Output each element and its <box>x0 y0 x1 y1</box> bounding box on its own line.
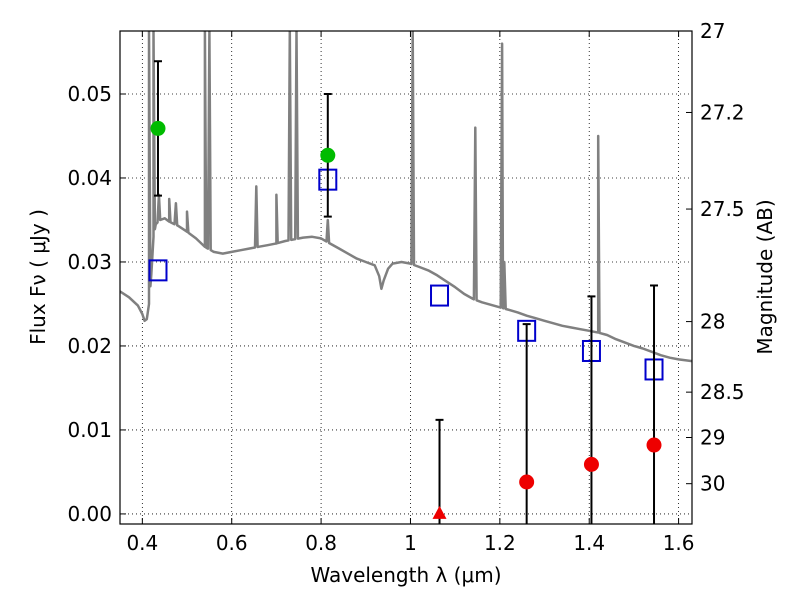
y-tick-label: 0.03 <box>67 250 112 274</box>
right-tick-label: 30 <box>700 472 725 496</box>
x-tick-label: 0.8 <box>305 531 337 555</box>
x-axis-title: Wavelength λ (μm) <box>310 563 501 587</box>
model-photometry-point <box>148 259 168 282</box>
right-tick-label: 29 <box>700 425 725 449</box>
right-tick-label: 27.5 <box>700 197 745 221</box>
axes-frame <box>119 30 693 525</box>
detection-point <box>320 147 336 163</box>
x-tick-label: 0.4 <box>126 531 158 555</box>
grid-lines <box>120 31 692 524</box>
plot-area <box>120 31 692 524</box>
axis-ticks: 0.4 0.6 0.8 1 1.2 1.4 1.6 0.00 0.01 0.02 0.03 0.04 0… <box>67 19 744 555</box>
right-tick-label: 27 <box>700 19 725 43</box>
non-detection-point <box>646 437 662 453</box>
y-tick-label: 0.05 <box>67 82 112 106</box>
x-tick-label: 1.4 <box>573 531 605 555</box>
x-tick-label: 1 <box>404 531 417 555</box>
non-detection-point <box>583 456 599 472</box>
detection-point <box>150 120 166 136</box>
x-tick-label: 1.6 <box>663 531 695 555</box>
x-tick-label: 1.2 <box>484 531 516 555</box>
y-axis-title: Flux Fν ( μJy ) <box>26 209 50 345</box>
right-tick-label: 27.2 <box>700 100 745 124</box>
y-tick-label: 0.04 <box>67 166 112 190</box>
right-axis-title: Magnitude (AB) <box>753 199 777 354</box>
upper-limit-point <box>432 505 447 519</box>
x-tick-label: 0.6 <box>216 531 248 555</box>
y-tick-label: 0.02 <box>67 334 112 358</box>
y-tick-label: 0.01 <box>67 418 112 442</box>
model-photometry-point <box>430 284 450 307</box>
spectrum-line <box>120 31 692 363</box>
right-tick-label: 28 <box>700 310 725 334</box>
axis-labels: Wavelength λ (μm) Flux Fν ( μJy ) Magnit… <box>26 199 777 587</box>
non-detection-point <box>519 474 535 490</box>
plot-frame <box>119 30 693 525</box>
y-tick-label: 0.00 <box>67 502 112 526</box>
right-tick-label: 28.5 <box>700 380 745 404</box>
